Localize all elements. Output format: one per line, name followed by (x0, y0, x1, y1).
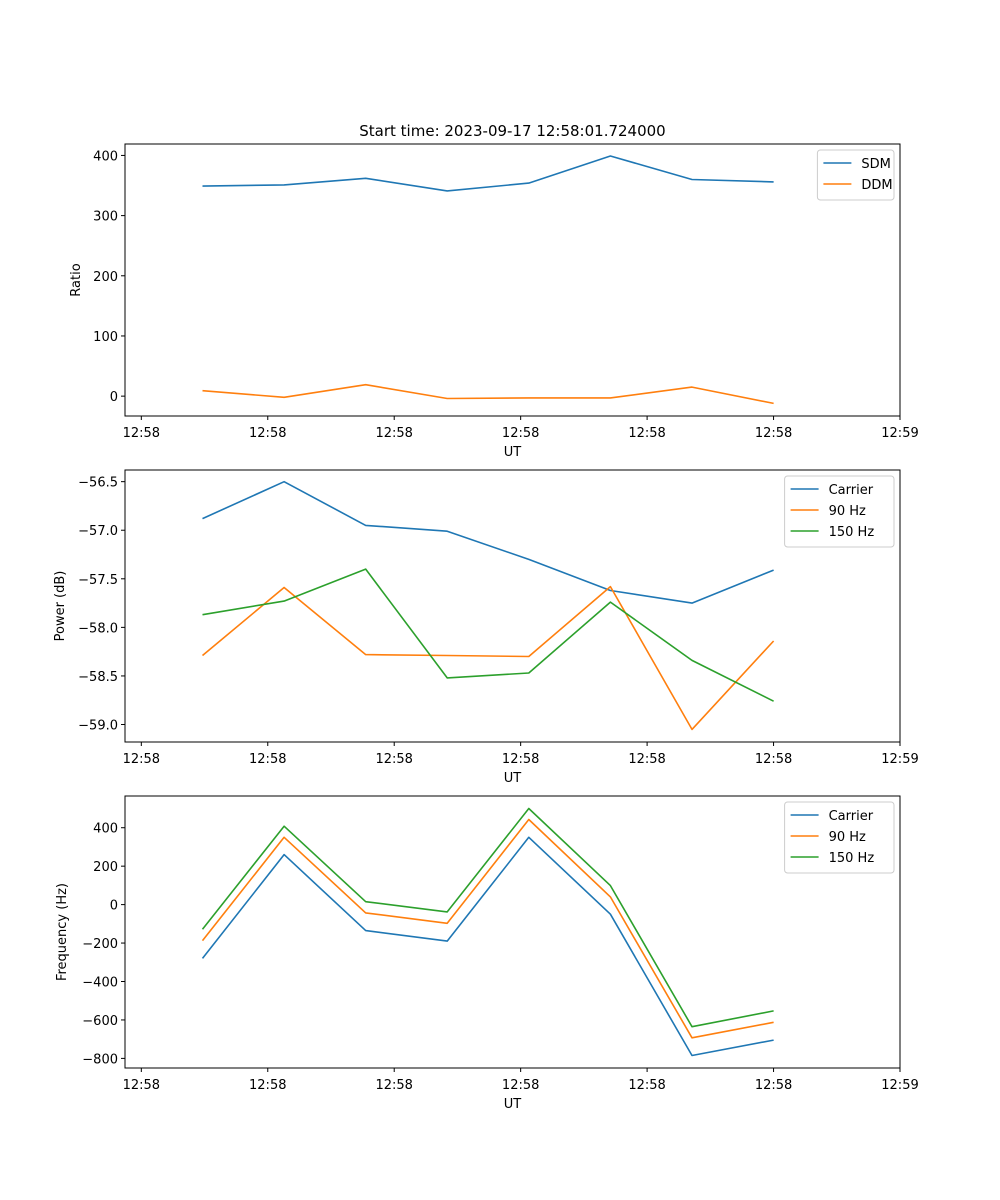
y-tick-label: −200 (82, 937, 118, 952)
y-tick-label: 400 (93, 149, 118, 164)
x-tick-label: 12:58 (249, 1078, 286, 1093)
x-tick-label: 12:58 (249, 426, 286, 441)
y-tick-label: −59.0 (78, 719, 118, 734)
legend-label: Carrier (829, 809, 874, 824)
series-line-sdm (202, 155, 774, 192)
series-line-90-hz (201, 818, 774, 1039)
y-tick-label: −800 (82, 1052, 118, 1067)
y-axis-label: Ratio (69, 263, 84, 296)
x-tick-label: 12:58 (502, 752, 539, 767)
legend-label: DDM (861, 178, 892, 193)
x-tick-label: 12:58 (123, 426, 160, 441)
legend-frame (784, 475, 895, 548)
y-tick-label: −58.0 (78, 621, 118, 636)
y-tick-label: 300 (93, 210, 118, 225)
ratio-panel: Start time: 2023-09-17 12:58:01.724000 1… (69, 122, 919, 460)
series-line-90-hz (201, 585, 775, 731)
series-layer (201, 807, 774, 1057)
x-tick-label: 12:58 (502, 426, 539, 441)
x-tick-label: 12:58 (123, 1078, 160, 1093)
y-tick-label: 200 (93, 270, 118, 285)
legend: Carrier 90 Hz 150 Hz (784, 475, 895, 548)
x-tick-label: 12:58 (755, 752, 792, 767)
axes-frame (124, 469, 901, 743)
y-tick-label: −57.0 (78, 524, 118, 539)
x-tick-label: 12:59 (881, 1078, 918, 1093)
x-axis-label: UT (504, 1097, 522, 1112)
legend-label: Carrier (829, 483, 874, 498)
series-line-150-hz (201, 807, 774, 1028)
y-tick-label: 200 (93, 860, 118, 875)
y-tick-label: 0 (110, 899, 118, 914)
legend-label: 90 Hz (829, 504, 866, 519)
x-tick-label: 12:58 (755, 426, 792, 441)
x-tick-label: 12:59 (881, 426, 918, 441)
series-line-carrier (201, 836, 774, 1057)
series-line-carrier (202, 480, 774, 604)
x-tick-label: 12:58 (123, 752, 160, 767)
series-line-ddm (202, 383, 774, 405)
power-panel: 12:58 12:58 12:58 12:58 12:58 12:58 12:59 −56.… (53, 469, 919, 786)
x-axis-ticks: 12:58 12:58 12:58 12:58 12:58 12:58 12:59 (123, 1068, 919, 1093)
series-line-150-hz (202, 568, 774, 702)
legend: SDM DDM (816, 149, 895, 201)
x-axis-ticks: 12:58 12:58 12:58 12:58 12:58 12:58 12:59 (123, 742, 919, 767)
y-axis-ticks: −56.5 −57.0 −57.5 −58.0 −58.5 −59.0 (78, 476, 125, 734)
y-tick-label: −56.5 (78, 476, 118, 491)
chart-title: Start time: 2023-09-17 12:58:01.724000 (359, 122, 665, 140)
y-axis-ticks: 400 200 0 −200 −400 −600 −800 (82, 822, 125, 1067)
x-axis-ticks: 12:58 12:58 12:58 12:58 12:58 12:58 12:59 (123, 416, 919, 441)
x-tick-label: 12:58 (375, 426, 412, 441)
x-tick-label: 12:58 (249, 752, 286, 767)
legend-label: 150 Hz (829, 525, 875, 540)
legend-label: 90 Hz (829, 830, 866, 845)
legend-frame (784, 801, 895, 874)
y-tick-label: −58.5 (78, 670, 118, 685)
y-tick-label: 100 (93, 330, 118, 345)
x-tick-label: 12:58 (628, 426, 665, 441)
y-axis-label: Power (dB) (53, 571, 68, 642)
x-tick-label: 12:58 (755, 1078, 792, 1093)
series-layer (202, 155, 774, 405)
x-tick-label: 12:58 (628, 1078, 665, 1093)
y-axis-ticks: 0 100 200 300 400 (93, 149, 125, 405)
legend-label: SDM (861, 157, 890, 172)
y-tick-label: −400 (82, 975, 118, 990)
series-layer (201, 480, 775, 731)
y-tick-label: −57.5 (78, 573, 118, 588)
frequency-panel: 12:58 12:58 12:58 12:58 12:58 12:58 12:59 400 2… (55, 795, 919, 1112)
y-tick-label: 0 (110, 390, 118, 405)
y-tick-label: −600 (82, 1014, 118, 1029)
legend: Carrier 90 Hz 150 Hz (784, 801, 895, 874)
y-tick-label: 400 (93, 822, 118, 837)
axes-frame (124, 795, 901, 1069)
x-axis-label: UT (504, 445, 522, 460)
x-tick-label: 12:58 (375, 1078, 412, 1093)
legend-label: 150 Hz (829, 851, 875, 866)
x-tick-label: 12:59 (881, 752, 918, 767)
x-axis-label: UT (504, 771, 522, 786)
x-tick-label: 12:58 (502, 1078, 539, 1093)
y-axis-label: Frequency (Hz) (55, 883, 70, 981)
x-tick-label: 12:58 (375, 752, 412, 767)
x-tick-label: 12:58 (628, 752, 665, 767)
axes-frame (124, 143, 901, 417)
